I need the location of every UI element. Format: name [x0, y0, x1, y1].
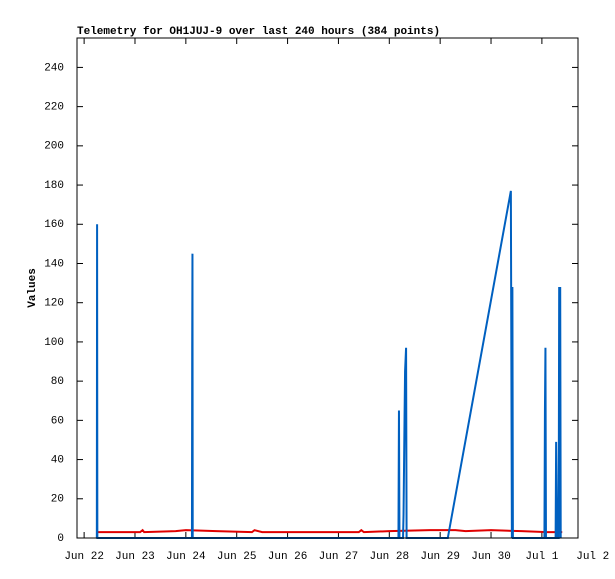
x-tick-label: Jun 22 [64, 551, 104, 563]
y-tick-label: 120 [44, 298, 64, 310]
y-tick-label: 100 [44, 337, 64, 349]
y-tick-label: 200 [44, 141, 64, 153]
x-tick-label: Jun 28 [369, 551, 409, 563]
x-tick-label: Jul 1 [525, 551, 558, 563]
y-tick-label: 20 [51, 494, 64, 506]
y-tick-label: 60 [51, 415, 64, 427]
y-tick-label: 80 [51, 376, 64, 388]
y-axis-label: Values [27, 268, 39, 308]
x-tick-label: Jun 27 [319, 551, 359, 563]
chart-title: Telemetry for OH1JUJ-9 over last 240 hou… [77, 26, 440, 38]
x-tick-label: Jul 2 [576, 551, 609, 563]
plot-border [76, 37, 579, 539]
x-tick-label: Jun 26 [268, 551, 308, 563]
x-tick-label: Jun 25 [217, 551, 257, 563]
x-tick-label: Jun 24 [166, 551, 206, 563]
y-tick-label: 220 [44, 102, 64, 114]
y-tick-label: 180 [44, 180, 64, 192]
y-tick-label: 140 [44, 258, 64, 270]
y-tick-label: 0 [57, 533, 64, 545]
y-tick-label: 240 [44, 62, 64, 74]
x-tick-label: Jun 29 [420, 551, 460, 563]
x-tick-label: Jun 30 [471, 551, 511, 563]
x-tick-label: Jun 23 [115, 551, 155, 563]
y-tick-label: 40 [51, 454, 64, 466]
series-line [96, 528, 563, 534]
y-tick-label: 160 [44, 219, 64, 231]
